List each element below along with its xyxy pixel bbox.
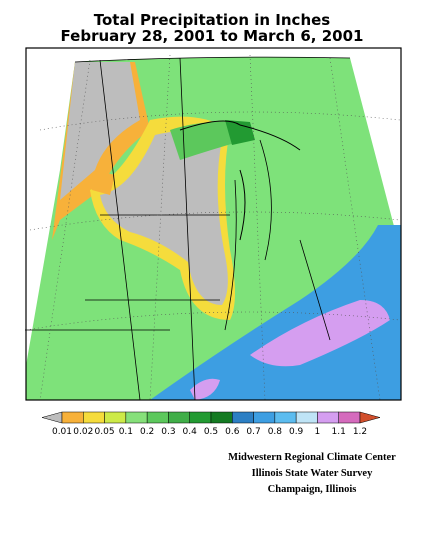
precip-purple (190, 378, 220, 400)
legend-label: 0.4 (183, 427, 198, 437)
precip-green (170, 121, 245, 160)
legend-swatch (338, 411, 361, 424)
map-frame (25, 47, 402, 401)
legend-label: 0.9 (289, 427, 304, 437)
legend-swatch (210, 411, 233, 424)
precip-gray (100, 131, 228, 305)
credit: Illinois State Water Survey (252, 468, 373, 479)
legend-label: 0.7 (246, 427, 260, 437)
legend-swatch (232, 411, 254, 424)
legend-swatch (253, 411, 276, 424)
legend-label: 0.2 (140, 427, 154, 437)
legend-swatch (61, 411, 84, 424)
precip-blue (150, 225, 401, 400)
subtitle: February 28, 2001 to March 6, 2001 (61, 27, 364, 45)
legend-label: 0.6 (225, 427, 240, 437)
legend-label: 0.5 (204, 427, 218, 437)
legend-label: 0.01 (52, 427, 72, 437)
legend-label: 1.1 (332, 427, 346, 437)
precip-orange (92, 170, 115, 195)
legend-arrow (41, 411, 63, 424)
legend-label: 0.05 (95, 427, 115, 437)
credit: Midwestern Regional Climate Center (228, 452, 396, 463)
precip-darkgreen (225, 120, 255, 145)
graticule (39, 54, 381, 401)
legend-swatch (189, 411, 212, 424)
legend-swatch (83, 411, 105, 424)
legend-swatch (104, 411, 127, 424)
map (25, 47, 402, 401)
legend-swatch (146, 411, 169, 424)
legend-label: 0.8 (268, 427, 283, 437)
legend-label: 0.02 (73, 427, 93, 437)
lake-outline (179, 120, 301, 241)
color-legend: 0.01 0.02 0.05 0.1 0.2 0.3 0.4 0.5 0.6 0.7 0.8 0.9 1… (41, 411, 381, 437)
state-borders (25, 56, 351, 401)
precip-purple (250, 300, 390, 367)
legend-label: 1 (315, 427, 321, 437)
legend-swatch (317, 411, 339, 424)
legend-swatch (295, 411, 318, 424)
legend-swatch (274, 411, 297, 424)
title: Total Precipitation in Inches (94, 11, 331, 29)
legend-swatch (168, 411, 190, 424)
legend-label: 0.3 (161, 427, 175, 437)
precip-gray (60, 62, 140, 200)
legend-arrow (359, 411, 381, 424)
credit: Champaign, Illinois (268, 484, 357, 495)
legend-label: 0.1 (119, 427, 133, 437)
legend-swatch (125, 411, 148, 424)
legend-label: 1.2 (353, 427, 367, 437)
graticule (25, 111, 401, 331)
